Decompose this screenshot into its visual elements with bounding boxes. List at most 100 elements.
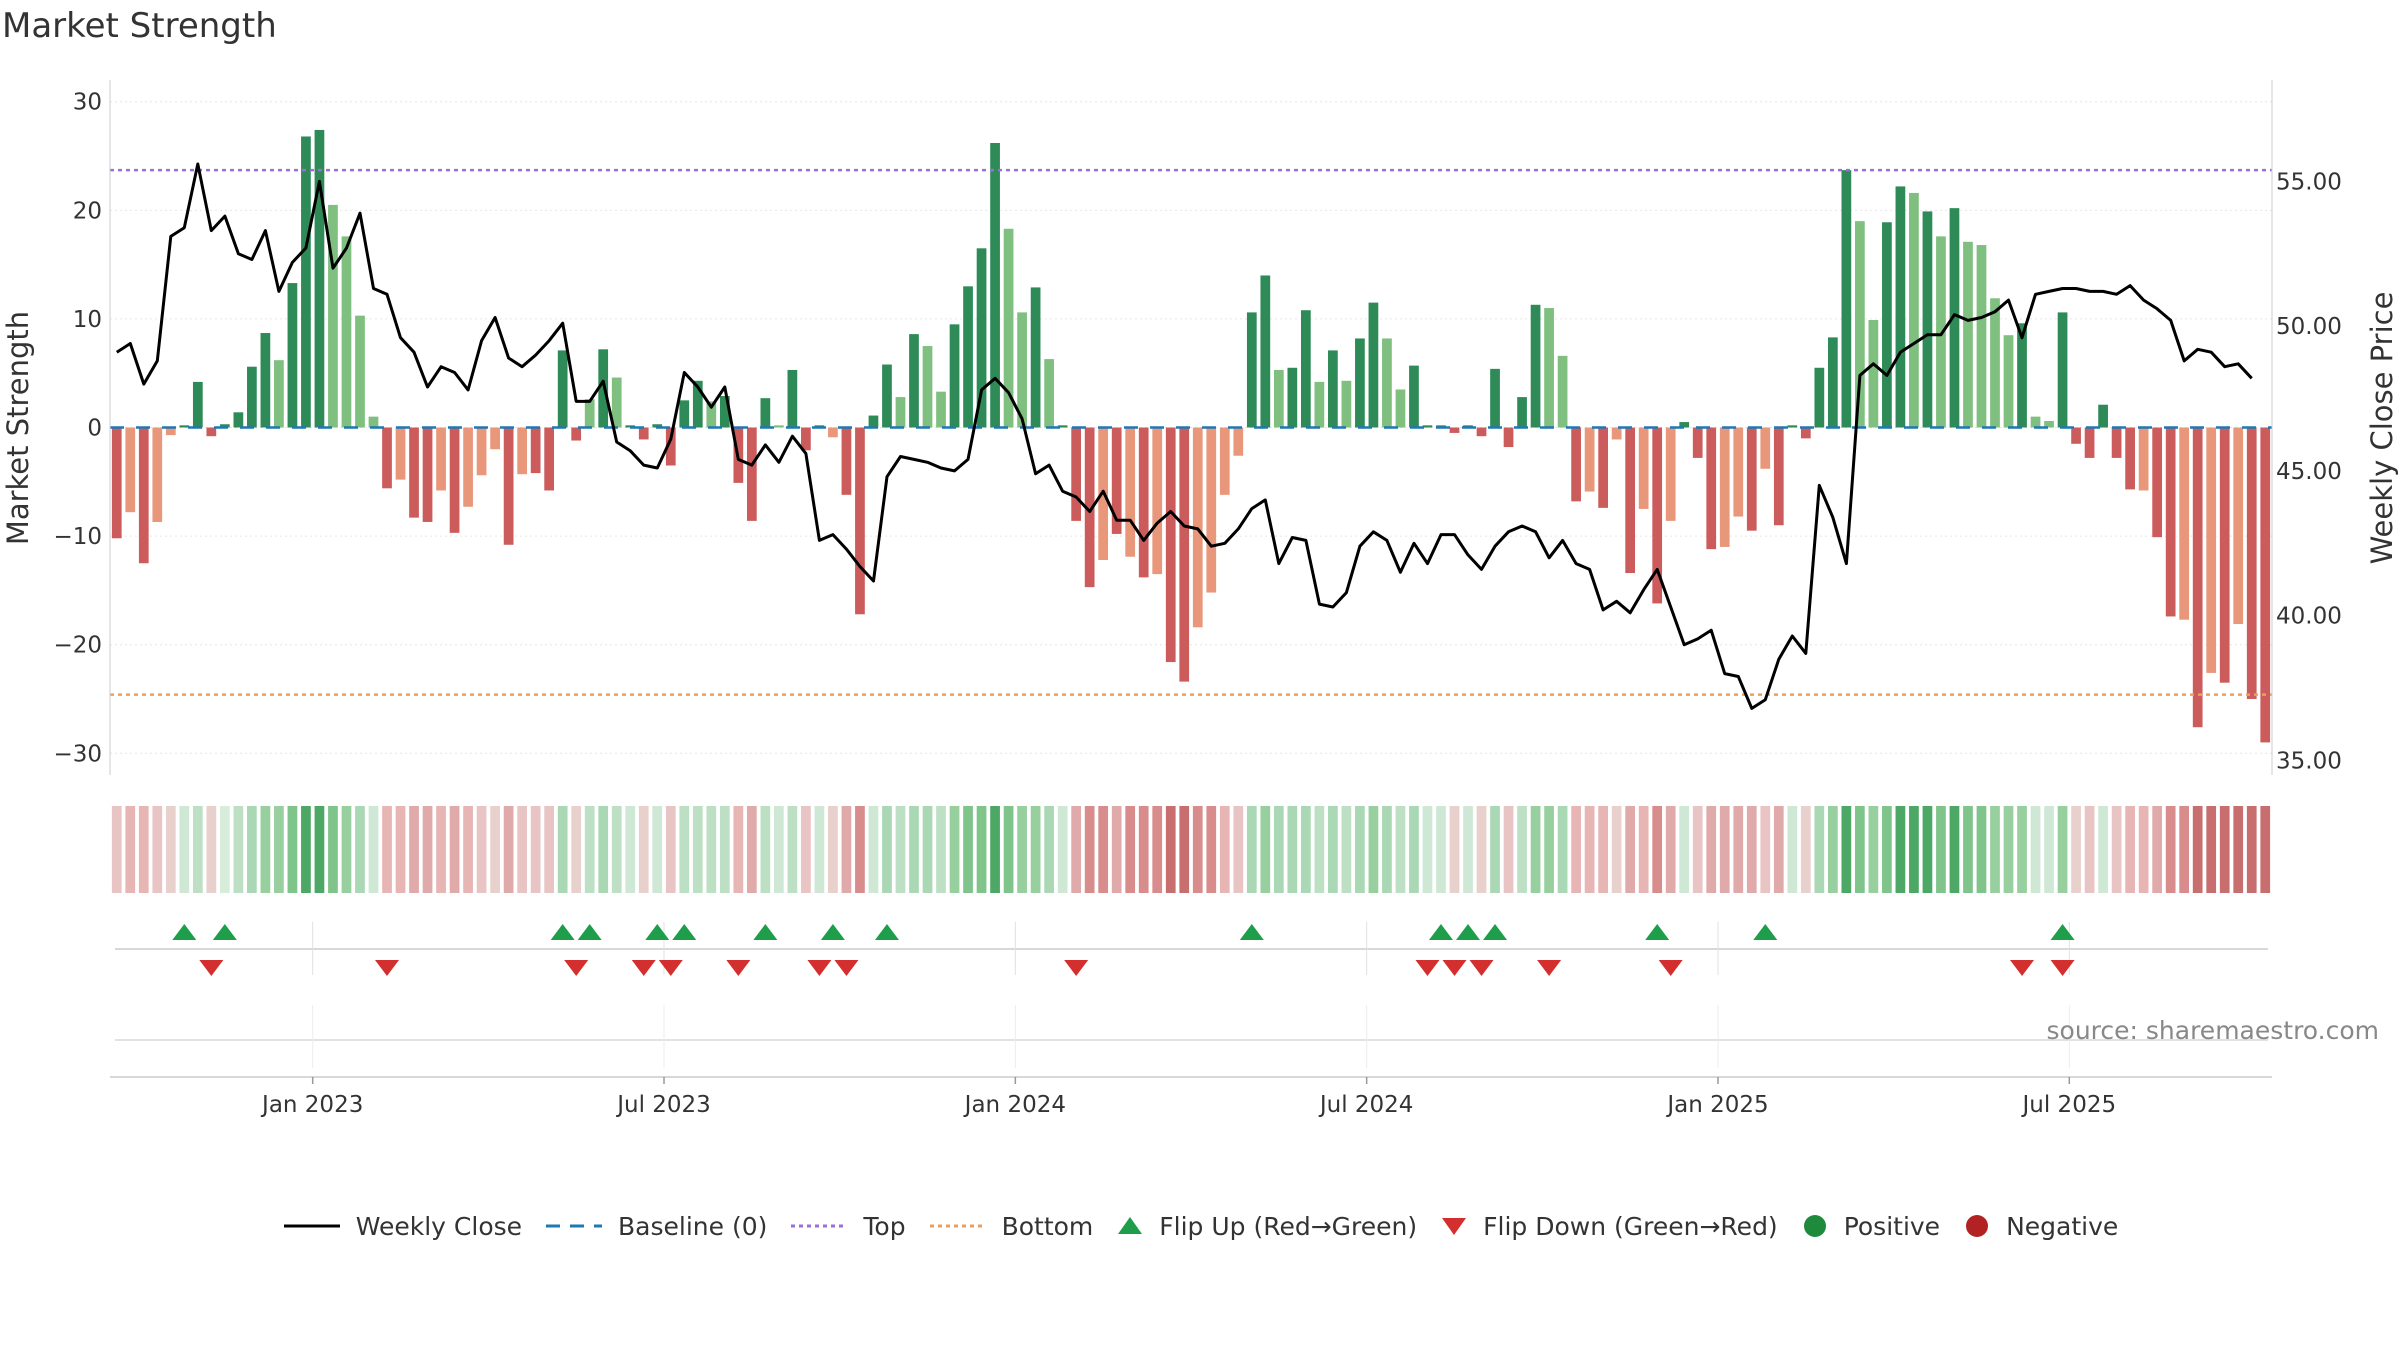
strength-bar bbox=[1409, 365, 1419, 428]
strength-bar bbox=[179, 425, 190, 428]
strength-bar bbox=[1895, 186, 1906, 428]
strip-cell bbox=[1827, 806, 1838, 893]
strip-cell bbox=[774, 806, 784, 893]
legend-label: Weekly Close bbox=[355, 1211, 523, 1241]
strip-cell bbox=[611, 806, 622, 893]
strength-bar bbox=[1084, 427, 1095, 588]
flip-down-marker bbox=[2010, 960, 2035, 976]
x-tick-label: Jan 2025 bbox=[1665, 1092, 1768, 1118]
strength-bar bbox=[1963, 241, 1973, 428]
strip-cell bbox=[760, 806, 771, 893]
strip-cell bbox=[557, 806, 568, 893]
strip-cell bbox=[787, 806, 798, 893]
strength-bar bbox=[1882, 222, 1892, 428]
strength-bar bbox=[976, 248, 987, 428]
flip-down-marker bbox=[1658, 960, 1683, 976]
strip-cell bbox=[1246, 806, 1257, 893]
flip-up-marker bbox=[1645, 924, 1670, 940]
strip-cell bbox=[409, 806, 419, 893]
strength-bar bbox=[2233, 427, 2244, 625]
strength-bar bbox=[584, 399, 595, 428]
y-left-tick-label: 20 bbox=[73, 198, 102, 224]
strength-bar bbox=[247, 366, 257, 428]
x-axis: Jan 2023 Jul 2023 Jan 2024 Jul 2024 Jan 2025… bbox=[110, 1076, 2272, 1118]
strip-cell bbox=[1490, 806, 1500, 893]
strip-cell bbox=[841, 806, 852, 893]
strip-cell bbox=[652, 806, 663, 893]
flip-up-marker bbox=[1239, 924, 1264, 940]
strip-cell bbox=[1625, 806, 1636, 893]
strip-cell bbox=[746, 806, 757, 893]
strength-bar bbox=[1368, 302, 1379, 428]
legend-symbol-dash bbox=[546, 1224, 603, 1228]
strength-bar bbox=[1422, 425, 1433, 428]
strip-cell bbox=[517, 806, 527, 893]
strength-bar bbox=[2084, 427, 2095, 458]
legend-label: Flip Up (Red→Green) bbox=[1159, 1211, 1418, 1241]
strength-bar bbox=[2044, 420, 2054, 428]
strength-bar bbox=[2071, 427, 2081, 444]
flip-up-marker bbox=[550, 924, 575, 940]
strength-bar bbox=[1719, 427, 1730, 547]
strip-cell bbox=[665, 806, 676, 893]
flip-down-marker bbox=[658, 960, 683, 976]
strip-cell bbox=[679, 806, 690, 893]
strip-cell bbox=[436, 806, 446, 893]
strip-cell bbox=[192, 806, 203, 893]
strength-bar bbox=[2017, 323, 2027, 428]
strip-cell bbox=[1111, 806, 1122, 893]
strip-cell bbox=[1422, 806, 1433, 893]
strength-bar bbox=[1179, 427, 1190, 682]
strip-cell bbox=[2044, 806, 2054, 893]
legend-symbol-circle bbox=[1803, 1215, 1826, 1237]
strength-bar bbox=[1071, 427, 1082, 521]
strength-bar bbox=[1530, 304, 1541, 428]
strip-cell bbox=[1125, 806, 1136, 893]
strip-cell bbox=[814, 806, 825, 893]
strength-bar bbox=[1868, 319, 1879, 428]
strength-bar bbox=[138, 427, 149, 564]
strength-bar bbox=[2003, 335, 2014, 428]
strength-bar bbox=[368, 416, 379, 428]
strength-bar bbox=[936, 391, 946, 428]
flip-down-marker bbox=[1469, 960, 1494, 976]
strength-bar bbox=[746, 427, 757, 521]
legend-item: Flip Down (Green→Red) bbox=[1439, 1211, 1778, 1241]
strip-cell bbox=[2138, 806, 2149, 893]
strip-cell bbox=[1084, 806, 1095, 893]
legend-symbol-line bbox=[283, 1224, 340, 1228]
strip-cell bbox=[1517, 806, 1527, 893]
strength-bar bbox=[2260, 427, 2271, 743]
strength-bar bbox=[1341, 380, 1352, 428]
strip-cell bbox=[1463, 806, 1473, 893]
strip-cell bbox=[422, 806, 433, 893]
strip-cell bbox=[1990, 806, 2000, 893]
reference-lines bbox=[110, 168, 2272, 696]
strip-cell bbox=[895, 806, 906, 893]
strip-cell bbox=[1652, 806, 1663, 893]
y-left-tick-label: 0 bbox=[87, 416, 102, 442]
strength-bar bbox=[1679, 422, 1690, 428]
legend-item: Flip Up (Red→Green) bbox=[1115, 1211, 1417, 1241]
flip-down-marker bbox=[834, 960, 859, 976]
y-left-tick-label: 10 bbox=[73, 307, 102, 333]
strength-bar bbox=[1909, 192, 1919, 428]
strength-bar bbox=[1125, 427, 1136, 557]
strength-bar bbox=[1598, 427, 1608, 508]
strength-bar bbox=[1314, 381, 1325, 428]
strip-cell bbox=[152, 806, 163, 893]
strip-cell bbox=[382, 806, 392, 893]
strip-cell bbox=[1706, 806, 1717, 893]
strength-bar bbox=[1692, 427, 1703, 458]
strip-cell bbox=[1273, 806, 1284, 893]
strip-cell bbox=[1382, 806, 1392, 893]
strength-bar bbox=[1922, 211, 1933, 428]
flip-down-marker bbox=[726, 960, 751, 976]
strip-cell bbox=[1300, 806, 1311, 893]
strip-cell bbox=[909, 806, 919, 893]
strip-cell bbox=[1841, 806, 1852, 893]
strength-bar bbox=[1611, 427, 1622, 440]
legend-label: Bottom bbox=[1001, 1211, 1094, 1241]
strength-bar bbox=[192, 381, 203, 428]
strength-bar bbox=[503, 427, 514, 545]
